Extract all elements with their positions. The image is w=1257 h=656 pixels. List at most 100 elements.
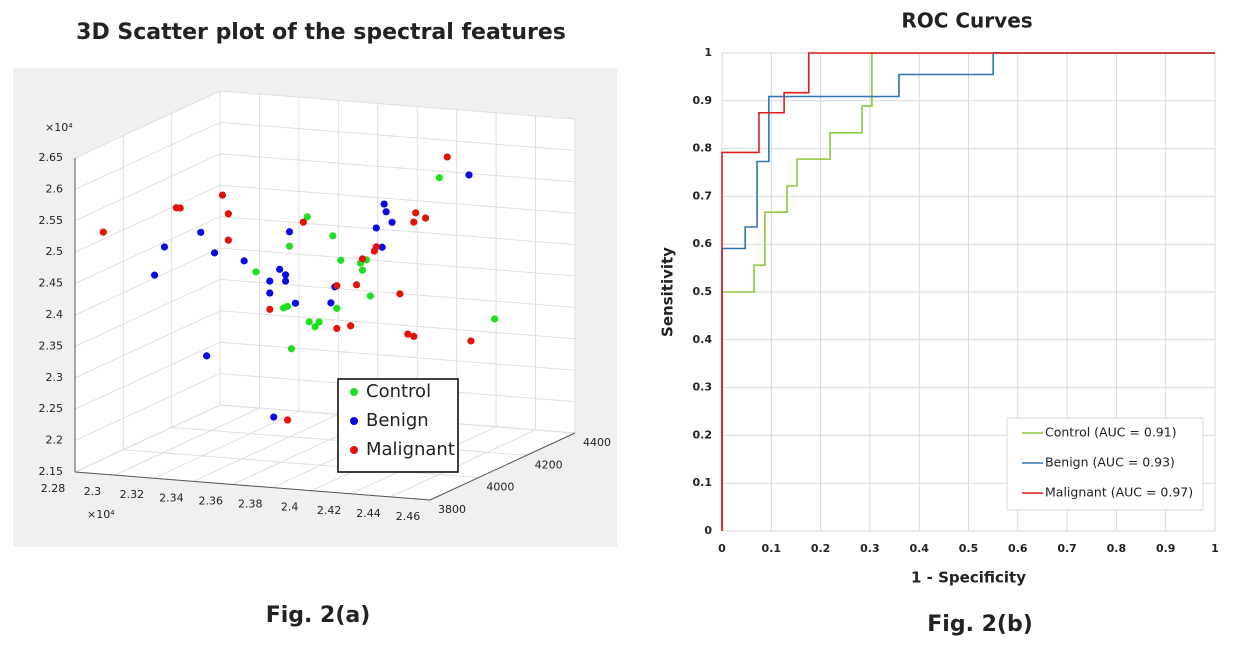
data-point	[329, 232, 337, 240]
y-tick-label: 4000	[486, 481, 514, 494]
data-point	[281, 277, 290, 285]
data-point	[410, 332, 418, 341]
data-point	[337, 256, 345, 264]
y-tick-label: 0.5	[693, 285, 713, 298]
grid-line	[74, 153, 221, 222]
data-point	[291, 299, 300, 307]
x-tick-label: 0.9	[1156, 542, 1176, 555]
data-point	[465, 171, 473, 179]
data-point	[378, 243, 386, 251]
x-tick-label: 0.7	[1057, 542, 1077, 555]
caption: Fig. 2(a)	[266, 603, 371, 628]
x-tick-label: 2.44	[356, 507, 381, 520]
grid-line	[153, 410, 300, 479]
caption: Fig. 2(b)	[927, 612, 1033, 637]
grid-line	[219, 341, 576, 371]
x-tick-label: 0.5	[959, 542, 979, 555]
data-point	[333, 324, 341, 333]
x-tick-label: 1	[1211, 542, 1219, 555]
x-tick-label: 0.1	[762, 542, 782, 555]
grid-line	[123, 449, 479, 479]
roc-curve	[721, 52, 1215, 531]
data-point	[287, 345, 296, 353]
z-tick-label: 2.45	[39, 277, 64, 290]
x-tick-label: 0.2	[811, 542, 831, 555]
z-tick-label: 2.5	[46, 245, 64, 258]
grid-line	[219, 121, 576, 151]
data-point	[150, 271, 159, 279]
data-point	[443, 153, 451, 161]
y-tick-label: 4400	[583, 436, 611, 449]
data-point	[160, 243, 169, 251]
data-point	[299, 218, 307, 226]
x-tick-label: 2.46	[396, 510, 421, 523]
x-tick-label: 0.6	[1008, 542, 1028, 555]
z-tick-label: 2.25	[39, 402, 64, 415]
z-tick-label: 2.35	[39, 339, 64, 352]
grid-line	[74, 373, 221, 442]
grid-line	[74, 247, 221, 316]
x-tick-label: 2.36	[199, 494, 224, 507]
x-tick-label: 2.34	[159, 491, 184, 504]
y-tick-label: 0.6	[693, 237, 713, 250]
data-point	[435, 174, 443, 182]
y-tick-label: 0	[704, 524, 712, 537]
x-tick-label: 2.32	[120, 488, 145, 501]
data-point	[366, 292, 374, 300]
legend-label: Control	[366, 381, 431, 402]
legend-marker	[350, 388, 358, 396]
y-tick-label: 0.3	[693, 381, 713, 394]
data-point	[305, 318, 313, 326]
data-point	[382, 208, 390, 216]
z-tick-label: 2.15	[39, 465, 64, 478]
data-point	[176, 204, 184, 212]
legend-label: Malignant (AUC = 0.97)	[1045, 485, 1193, 500]
data-point	[240, 257, 248, 265]
grid-line	[219, 216, 576, 246]
grid-line	[219, 90, 576, 120]
grid-line	[219, 153, 576, 183]
data-point	[311, 323, 319, 331]
y-tick-label: 0.8	[693, 142, 713, 155]
data-point	[266, 305, 274, 313]
y-tick-label: 0.4	[693, 333, 713, 346]
data-point	[252, 268, 260, 276]
x-tick-label: 0.3	[860, 542, 880, 555]
y-tick-label: 1	[704, 46, 712, 59]
axis-line	[429, 432, 576, 501]
data-point	[270, 413, 278, 421]
data-point	[333, 304, 341, 312]
data-point	[372, 224, 380, 232]
chart-title: 3D Scatter plot of the spectral features	[76, 20, 566, 45]
data-point	[285, 242, 294, 250]
grid-line	[74, 216, 221, 285]
z-tick-label: 2.2	[46, 434, 64, 447]
x-axis-title: 1 - Specificity	[911, 569, 1026, 587]
data-point	[210, 249, 219, 257]
grid-line	[74, 121, 221, 190]
chart-title: ROC Curves	[901, 9, 1032, 33]
data-point	[421, 214, 430, 222]
data-point	[224, 210, 232, 218]
data-point	[370, 247, 378, 255]
data-point	[333, 282, 341, 290]
grid-line	[74, 310, 221, 379]
data-point	[358, 255, 367, 263]
grid-line	[219, 310, 576, 340]
data-point	[412, 209, 420, 217]
roc-curve	[721, 52, 1215, 531]
data-point	[285, 228, 294, 236]
x-tick-label: 0.8	[1107, 542, 1127, 555]
legend-label: Benign (AUC = 0.93)	[1045, 455, 1175, 470]
data-point	[281, 271, 290, 279]
data-point	[266, 289, 274, 297]
z-tick-label: 2.4	[46, 308, 64, 321]
legend-label: Control (AUC = 0.91)	[1045, 425, 1177, 440]
data-point	[224, 236, 232, 244]
y-tick-label: 4200	[535, 458, 563, 471]
y-tick-label: 0.2	[693, 428, 713, 441]
x-tick-label: 0	[718, 542, 726, 555]
data-point	[410, 218, 418, 226]
